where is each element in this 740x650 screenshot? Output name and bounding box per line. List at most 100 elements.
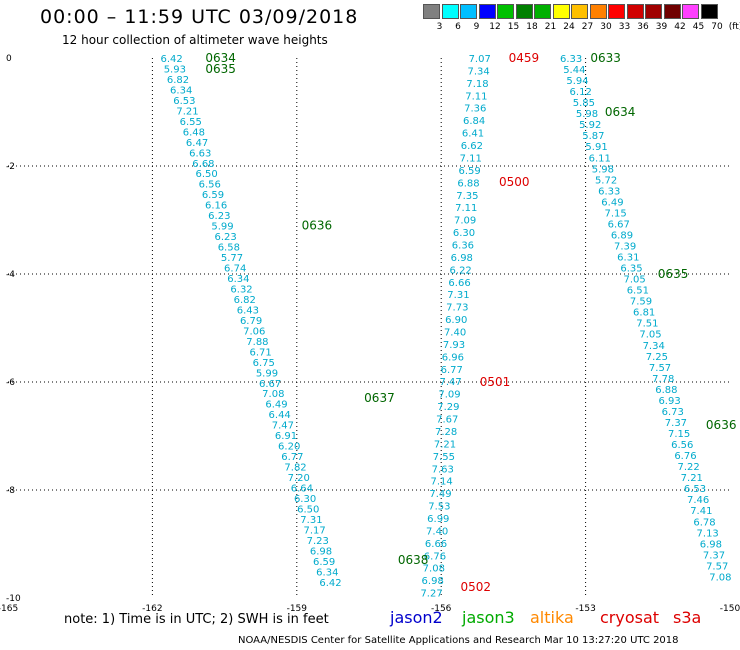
- legend-swatch: [497, 4, 514, 19]
- swh-value: 7.78: [652, 374, 674, 385]
- swh-value: 7.20: [288, 473, 310, 484]
- swh-value: 5.99: [256, 368, 278, 379]
- swh-value: 7.08: [262, 389, 284, 400]
- x-tick-label: -165: [0, 604, 18, 614]
- swh-value: 7.18: [466, 79, 488, 90]
- swh-value: 6.30: [453, 228, 475, 239]
- legend-swatch: [423, 4, 440, 19]
- legend-swatch: [626, 4, 644, 19]
- legend-swatch: [608, 4, 625, 19]
- time-label: 0501: [480, 375, 511, 389]
- swh-value: 6.93: [658, 396, 680, 407]
- swh-value: 6.20: [278, 442, 300, 453]
- swh-value: 6.49: [601, 197, 623, 208]
- swh-value: 6.89: [611, 230, 633, 241]
- swh-value: 7.35: [456, 191, 478, 202]
- legend-swatch: [682, 4, 699, 19]
- x-tick-label: -153: [575, 604, 595, 614]
- swh-value: 6.58: [218, 243, 240, 254]
- swh-value: 7.05: [639, 330, 661, 341]
- swh-value: 6.56: [199, 180, 221, 191]
- swh-value: 7.09: [454, 216, 476, 227]
- swh-value: 7.07: [469, 54, 491, 65]
- swh-value: 6.11: [589, 153, 611, 164]
- legend-label: (ft): [728, 22, 740, 32]
- legend-swatch: [589, 4, 607, 19]
- x-tick-label: -159: [287, 604, 308, 614]
- swh-value: 7.73: [446, 303, 468, 314]
- legend-label: 70: [711, 22, 723, 32]
- swh-value: 7.29: [437, 402, 459, 413]
- swh-value: 7.21: [434, 439, 456, 450]
- swh-value: 5.98: [592, 164, 614, 175]
- time-label: 0635: [658, 267, 689, 281]
- swh-value: 6.91: [275, 431, 297, 442]
- legend-label: 12: [489, 22, 501, 32]
- swh-value: 7.11: [465, 91, 487, 102]
- time-label: 0633: [590, 51, 621, 65]
- swh-value: 6.41: [462, 129, 484, 140]
- swh-value: 6.88: [457, 178, 479, 189]
- swh-value: 6.71: [249, 347, 271, 358]
- legend-label: 42: [674, 22, 686, 32]
- swh-value: 7.57: [706, 561, 728, 572]
- swh-value: 6.82: [167, 75, 189, 86]
- swh-value: 5.92: [579, 120, 601, 131]
- time-label: 0459: [509, 51, 540, 65]
- x-tick-label: -150: [720, 604, 740, 614]
- swh-value: 5.72: [595, 175, 617, 186]
- swh-value: 7.40: [444, 328, 466, 339]
- swh-value: 6.33: [598, 186, 620, 197]
- time-label: 0636: [706, 418, 737, 432]
- swh-value: 7.49: [429, 489, 451, 500]
- swh-value: 5.99: [211, 222, 233, 233]
- swh-value: 5.87: [582, 131, 604, 142]
- swh-value: 7.31: [447, 290, 469, 301]
- swh-value: 5.98: [576, 109, 598, 120]
- swh-value: 7.27: [420, 589, 442, 600]
- swh-value: 6.66: [425, 539, 447, 550]
- swh-value: 7.14: [431, 477, 453, 488]
- time-label: 0635: [205, 62, 236, 76]
- swh-value: 6.59: [202, 190, 224, 201]
- legend-label: 36: [637, 22, 649, 32]
- swh-value: 6.34: [316, 567, 338, 578]
- y-tick-label: -4: [6, 270, 15, 280]
- swh-value: 7.08: [423, 564, 445, 575]
- swh-value: 6.84: [463, 116, 485, 127]
- swh-value: 6.16: [205, 201, 227, 212]
- legend-swatch: [478, 4, 496, 19]
- swh-value: 6.76: [424, 551, 446, 562]
- legend-label: 18: [526, 22, 538, 32]
- swh-value: 6.34: [170, 85, 192, 96]
- legend-label: 27: [581, 22, 594, 32]
- swh-value: 6.73: [662, 407, 684, 418]
- legend-swatch: [645, 4, 662, 19]
- swh-value: 6.44: [269, 410, 291, 421]
- swh-value: 5.44: [563, 65, 585, 76]
- swh-value: 6.34: [227, 274, 249, 285]
- satellite-altika: altika: [530, 608, 574, 627]
- swh-value: 6.67: [259, 379, 281, 390]
- x-tick-label: -156: [431, 604, 452, 614]
- swh-value: 6.36: [452, 240, 474, 251]
- swh-value: 7.21: [176, 106, 198, 117]
- swh-value: 7.09: [438, 390, 460, 401]
- swh-value: 6.12: [570, 87, 592, 98]
- swh-value: 7.21: [681, 473, 703, 484]
- swh-value: 6.55: [180, 117, 202, 128]
- swh-value: 7.06: [243, 326, 265, 337]
- swh-value: 7.17: [303, 525, 325, 536]
- swh-value: 6.98: [451, 253, 473, 264]
- time-label: 0637: [364, 391, 395, 405]
- swh-value: 6.23: [208, 211, 230, 222]
- time-label: 0502: [460, 580, 491, 594]
- legend-swatch: [552, 4, 570, 19]
- legend-swatch: [515, 4, 533, 19]
- y-tick-label: -8: [6, 486, 15, 496]
- swh-value: 6.77: [281, 452, 303, 463]
- satellite-jason2: jason2: [390, 608, 443, 627]
- swh-value: 6.47: [186, 138, 208, 149]
